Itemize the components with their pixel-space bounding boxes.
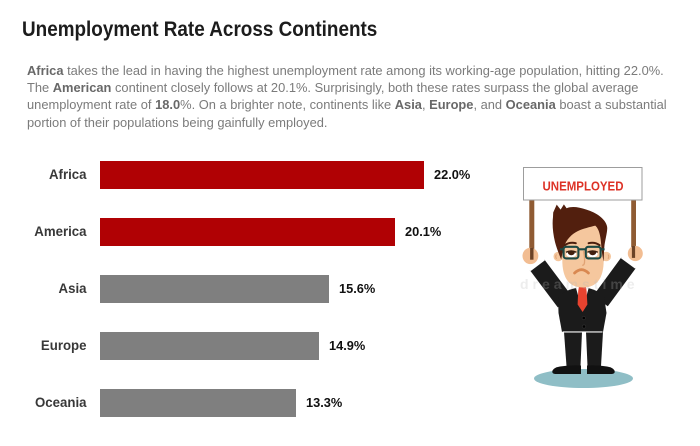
svg-text:dreamstime: dreamstime [520, 276, 639, 292]
svg-text:UNEMPLOYED: UNEMPLOYED [543, 179, 624, 194]
